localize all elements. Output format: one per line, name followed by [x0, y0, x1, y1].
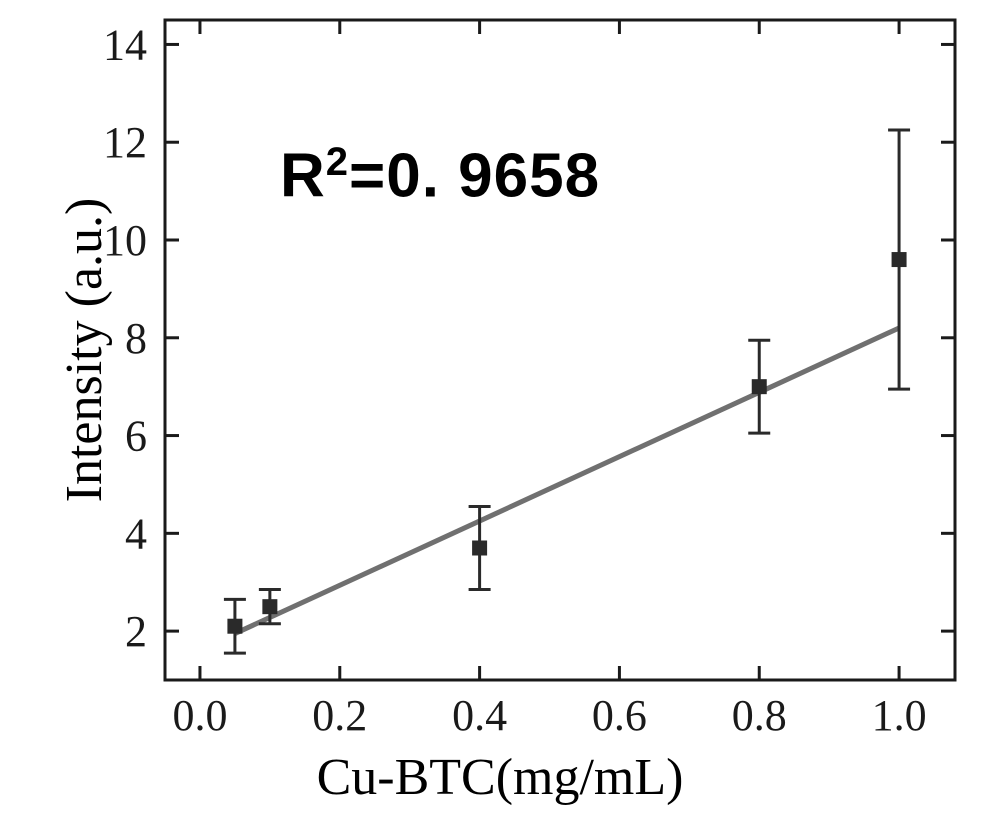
- annotation-value: =0. 9658: [349, 142, 600, 211]
- y-tick-label: 14: [103, 20, 147, 69]
- fit-line: [235, 328, 899, 634]
- data-point-marker: [752, 380, 766, 394]
- data-point-marker: [892, 253, 906, 267]
- x-tick-label: 0.0: [172, 691, 227, 740]
- y-tick-label: 8: [125, 314, 147, 363]
- chart-svg: 0.00.20.40.60.81.02468101214: [0, 0, 1000, 815]
- y-tick-label: 6: [125, 412, 147, 461]
- x-tick-label: 0.8: [732, 691, 787, 740]
- annotation-sup: 2: [326, 140, 349, 184]
- x-tick-label: 1.0: [872, 691, 927, 740]
- x-axis-label: Cu-BTC(mg/mL): [0, 748, 1000, 807]
- r-squared-annotation: R2=0. 9658: [280, 140, 600, 212]
- x-tick-label: 0.2: [312, 691, 367, 740]
- data-point-marker: [473, 541, 487, 555]
- x-tick-label: 0.4: [452, 691, 507, 740]
- y-tick-label: 4: [125, 509, 147, 558]
- chart-container: Intensity (a.u.) Cu-BTC(mg/mL) R2=0. 965…: [0, 0, 1000, 815]
- y-axis-label: Intensity (a.u.): [55, 150, 114, 550]
- data-point-marker: [263, 600, 277, 614]
- x-tick-label: 0.6: [592, 691, 647, 740]
- y-tick-label: 2: [125, 607, 147, 656]
- annotation-R: R: [280, 142, 326, 211]
- data-point-marker: [228, 619, 242, 633]
